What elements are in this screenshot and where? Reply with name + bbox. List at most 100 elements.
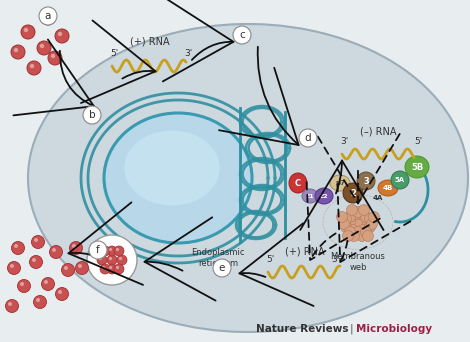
Circle shape xyxy=(114,246,124,256)
Text: (+) RNA: (+) RNA xyxy=(285,247,325,257)
Circle shape xyxy=(338,219,350,229)
FancyArrowPatch shape xyxy=(145,217,216,301)
Circle shape xyxy=(32,258,36,262)
Circle shape xyxy=(31,236,45,249)
Circle shape xyxy=(11,45,25,59)
Text: 5': 5' xyxy=(266,255,274,264)
FancyArrowPatch shape xyxy=(300,160,384,230)
Text: Endoplasmic
reticulum: Endoplasmic reticulum xyxy=(191,248,245,268)
Circle shape xyxy=(8,302,12,306)
Text: (–) RNA: (–) RNA xyxy=(360,127,396,137)
Text: Nature Reviews: Nature Reviews xyxy=(256,324,348,334)
Circle shape xyxy=(99,257,102,260)
Circle shape xyxy=(109,266,112,269)
FancyArrowPatch shape xyxy=(306,179,380,260)
Text: C: C xyxy=(295,179,301,187)
Text: E1: E1 xyxy=(306,194,314,198)
Circle shape xyxy=(352,226,363,237)
Circle shape xyxy=(49,246,63,259)
Circle shape xyxy=(14,244,18,248)
Circle shape xyxy=(360,211,371,223)
Circle shape xyxy=(33,295,47,308)
Circle shape xyxy=(107,246,117,256)
Ellipse shape xyxy=(378,180,398,196)
Circle shape xyxy=(40,44,44,48)
Circle shape xyxy=(39,7,57,25)
Text: Membranous
web: Membranous web xyxy=(330,252,385,272)
Circle shape xyxy=(44,280,48,284)
Circle shape xyxy=(340,213,352,224)
Circle shape xyxy=(41,11,55,25)
Text: 5': 5' xyxy=(414,137,422,146)
Circle shape xyxy=(27,61,41,75)
Ellipse shape xyxy=(343,183,363,203)
Circle shape xyxy=(8,262,21,275)
Circle shape xyxy=(76,262,88,275)
Circle shape xyxy=(119,257,122,260)
Circle shape xyxy=(78,264,82,268)
FancyArrowPatch shape xyxy=(337,181,410,262)
Circle shape xyxy=(48,51,62,65)
Circle shape xyxy=(70,241,83,254)
Circle shape xyxy=(89,241,107,259)
Circle shape xyxy=(17,279,31,292)
Circle shape xyxy=(362,231,374,241)
Circle shape xyxy=(102,248,105,251)
Circle shape xyxy=(345,211,355,223)
Circle shape xyxy=(107,255,117,265)
Text: 5': 5' xyxy=(110,49,118,58)
Circle shape xyxy=(357,231,368,241)
FancyArrowPatch shape xyxy=(13,39,94,115)
Circle shape xyxy=(348,231,360,241)
Circle shape xyxy=(299,129,317,147)
Text: b: b xyxy=(89,110,95,120)
Text: E2: E2 xyxy=(320,194,329,198)
Circle shape xyxy=(340,222,352,233)
Text: Microbiology: Microbiology xyxy=(356,324,432,334)
Circle shape xyxy=(83,106,101,124)
Circle shape xyxy=(97,255,107,265)
Text: 3: 3 xyxy=(363,176,369,185)
Text: c: c xyxy=(239,30,245,40)
Circle shape xyxy=(347,224,359,236)
Circle shape xyxy=(6,300,18,313)
Circle shape xyxy=(20,282,24,286)
Ellipse shape xyxy=(405,156,429,178)
Circle shape xyxy=(367,219,377,229)
Circle shape xyxy=(107,264,117,274)
Circle shape xyxy=(358,224,368,236)
Circle shape xyxy=(21,25,35,39)
Circle shape xyxy=(102,266,105,269)
Text: e: e xyxy=(219,263,225,273)
Circle shape xyxy=(233,26,251,44)
Circle shape xyxy=(11,241,24,254)
Circle shape xyxy=(116,266,119,269)
FancyArrowPatch shape xyxy=(240,223,313,306)
Text: 4B: 4B xyxy=(383,185,393,191)
Ellipse shape xyxy=(104,113,252,243)
Text: f: f xyxy=(96,245,100,255)
Circle shape xyxy=(51,54,55,58)
Text: (+) RNA: (+) RNA xyxy=(130,36,170,46)
Circle shape xyxy=(34,238,38,242)
FancyArrowPatch shape xyxy=(316,134,400,203)
Circle shape xyxy=(345,226,355,237)
Circle shape xyxy=(109,248,112,251)
Ellipse shape xyxy=(330,175,350,191)
Circle shape xyxy=(116,248,119,251)
Text: d: d xyxy=(305,133,311,143)
Circle shape xyxy=(36,298,40,302)
FancyArrowPatch shape xyxy=(81,21,156,103)
Circle shape xyxy=(58,32,62,36)
Circle shape xyxy=(10,264,14,268)
Circle shape xyxy=(360,226,371,237)
Circle shape xyxy=(114,264,124,274)
Ellipse shape xyxy=(125,131,219,206)
Circle shape xyxy=(52,248,56,252)
Circle shape xyxy=(58,290,62,294)
Ellipse shape xyxy=(289,173,307,193)
Circle shape xyxy=(365,222,376,233)
Circle shape xyxy=(14,48,18,52)
Circle shape xyxy=(24,28,28,32)
Text: 3': 3' xyxy=(332,255,340,264)
